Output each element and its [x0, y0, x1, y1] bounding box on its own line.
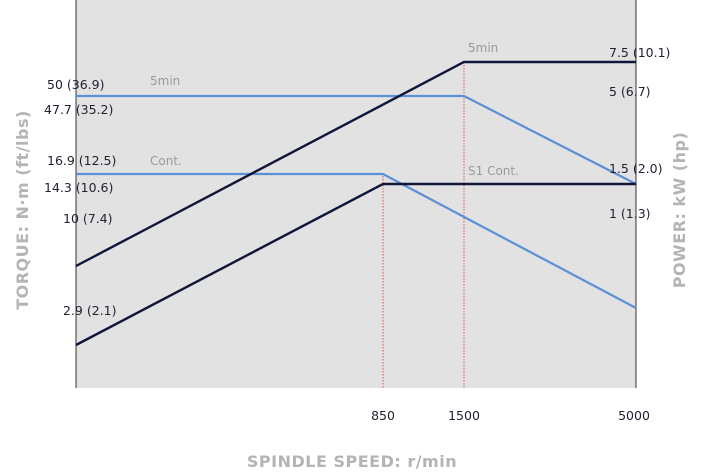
- torque-series-line: [76, 172, 637, 309]
- power-tick-label: 1.5 (2.0): [609, 161, 663, 176]
- reference-lines: [382, 62, 465, 388]
- power-tick-label: 7.5 (10.1): [609, 45, 670, 60]
- left-axis-title: TORQUE: N·m (ft/lbs): [13, 110, 32, 310]
- series-label: 5min: [150, 74, 180, 88]
- power-series-line: [75, 182, 636, 347]
- right-axis-title: POWER: kW (hp): [670, 132, 689, 289]
- x-axis-title: SPINDLE SPEED: r/min: [247, 452, 457, 471]
- series-lines: [75, 60, 637, 347]
- power-tick-label: 5 (6.7): [609, 84, 651, 99]
- power-series-line: [75, 60, 636, 268]
- torque-tick-label: 50 (36.9): [47, 77, 104, 92]
- series-label: 5min: [468, 41, 498, 55]
- torque-tick-label: 47.7 (35.2): [44, 102, 113, 117]
- series-label: S1 Cont.: [468, 164, 519, 178]
- power-tick-label: 1 (1.3): [609, 206, 651, 221]
- torque-tick-label: 10 (7.4): [63, 211, 113, 226]
- torque-tick-label: 16.9 (12.5): [47, 153, 116, 168]
- torque-series-line: [76, 94, 637, 185]
- series-label: Cont.: [150, 154, 182, 168]
- x-tick-label: 1500: [448, 408, 480, 423]
- plot-background: [76, 0, 636, 388]
- torque-tick-label: 14.3 (10.6): [44, 180, 113, 195]
- x-tick-label: 5000: [618, 408, 650, 423]
- x-tick-label: 850: [371, 408, 395, 423]
- torque-tick-label: 2.9 (2.1): [63, 303, 117, 318]
